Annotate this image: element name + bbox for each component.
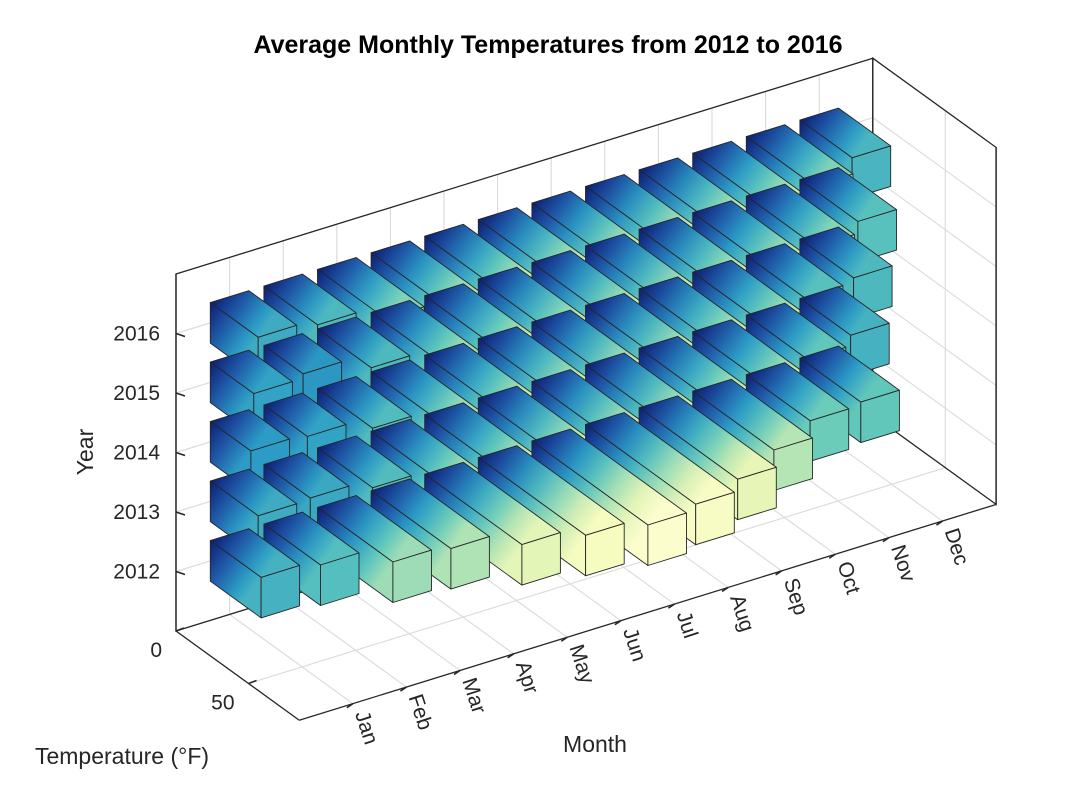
bar-face-cap: [585, 522, 625, 577]
grid-line-side: [872, 176, 997, 267]
bar-face-cap: [260, 564, 301, 619]
x-tick-label: Jun: [618, 625, 650, 664]
bar-face-cap: [392, 549, 432, 603]
x-tick: [346, 702, 354, 709]
bar-face-cap: [647, 512, 687, 566]
grid-line-floor: [336, 580, 461, 671]
z-tick: [175, 627, 185, 632]
z-tick: [248, 679, 257, 685]
x-tick: [614, 619, 622, 626]
grid-line-z: [248, 467, 946, 685]
x-tick-label: Feb: [404, 691, 437, 733]
y-tick-label: 2016: [113, 323, 160, 346]
bar-face-cap: [737, 466, 777, 521]
y-tick: [175, 332, 186, 338]
grid-line-side: [872, 355, 997, 446]
x-tick: [400, 686, 407, 692]
x-tick-label: Jan: [350, 708, 382, 747]
x-tick-label: May: [565, 642, 599, 687]
bar-face-cap: [695, 491, 735, 546]
x-tick: [507, 653, 515, 659]
bar-face-cap: [809, 408, 850, 462]
y-tick-label: 2012: [113, 561, 160, 584]
x-tick: [668, 603, 675, 609]
y-tick-label: 2013: [113, 501, 160, 524]
grid-line-floor: [229, 613, 354, 705]
grid-line-side: [872, 295, 997, 386]
x-tick-label: Oct: [833, 559, 865, 597]
x-tick-label: Mar: [457, 675, 490, 717]
x-tick: [936, 520, 943, 526]
x-tick-label: Sep: [779, 575, 812, 618]
x-tick-label: Nov: [886, 542, 920, 585]
y-tick: [175, 511, 186, 516]
x-tick: [453, 669, 461, 676]
z-tick-label: 0: [150, 639, 162, 662]
bar-face-cap: [320, 552, 360, 606]
z-axis-label: Temperature (°F): [35, 743, 209, 769]
y-tick: [175, 392, 186, 397]
x-tick: [882, 536, 890, 543]
x-tick-label: Jul: [672, 608, 702, 641]
z-axis-line: [175, 630, 300, 721]
grid-line-floor: [282, 597, 407, 688]
y-tick-label: 2015: [113, 382, 160, 405]
x-tick-label: Apr: [511, 658, 543, 696]
x-tick: [721, 586, 729, 593]
bar-face-cap: [450, 536, 490, 590]
x-tick-label: Dec: [940, 525, 973, 568]
y-tick: [175, 570, 186, 576]
bar-jan-2012: [209, 528, 301, 619]
y-axis-label: Year: [72, 428, 98, 475]
bar-group: [209, 107, 900, 619]
y-tick: [175, 451, 186, 457]
bar-face-cap: [860, 389, 900, 444]
x-axis-label: Month: [563, 731, 627, 757]
bar-face-cap: [521, 532, 561, 586]
x-tick: [828, 553, 836, 559]
x-tick: [775, 570, 783, 576]
bar-face-cap: [773, 437, 813, 491]
x-tick: [560, 636, 568, 642]
z-tick-label: 50: [211, 692, 234, 715]
y-tick-label: 2014: [113, 442, 160, 465]
grid-line-side: [872, 117, 997, 208]
x-axis-line: [299, 503, 997, 721]
x-tick-label: Aug: [725, 592, 758, 635]
chart-title: Average Monthly Temperatures from 2012 t…: [253, 31, 842, 59]
grid-line-side: [872, 236, 997, 327]
